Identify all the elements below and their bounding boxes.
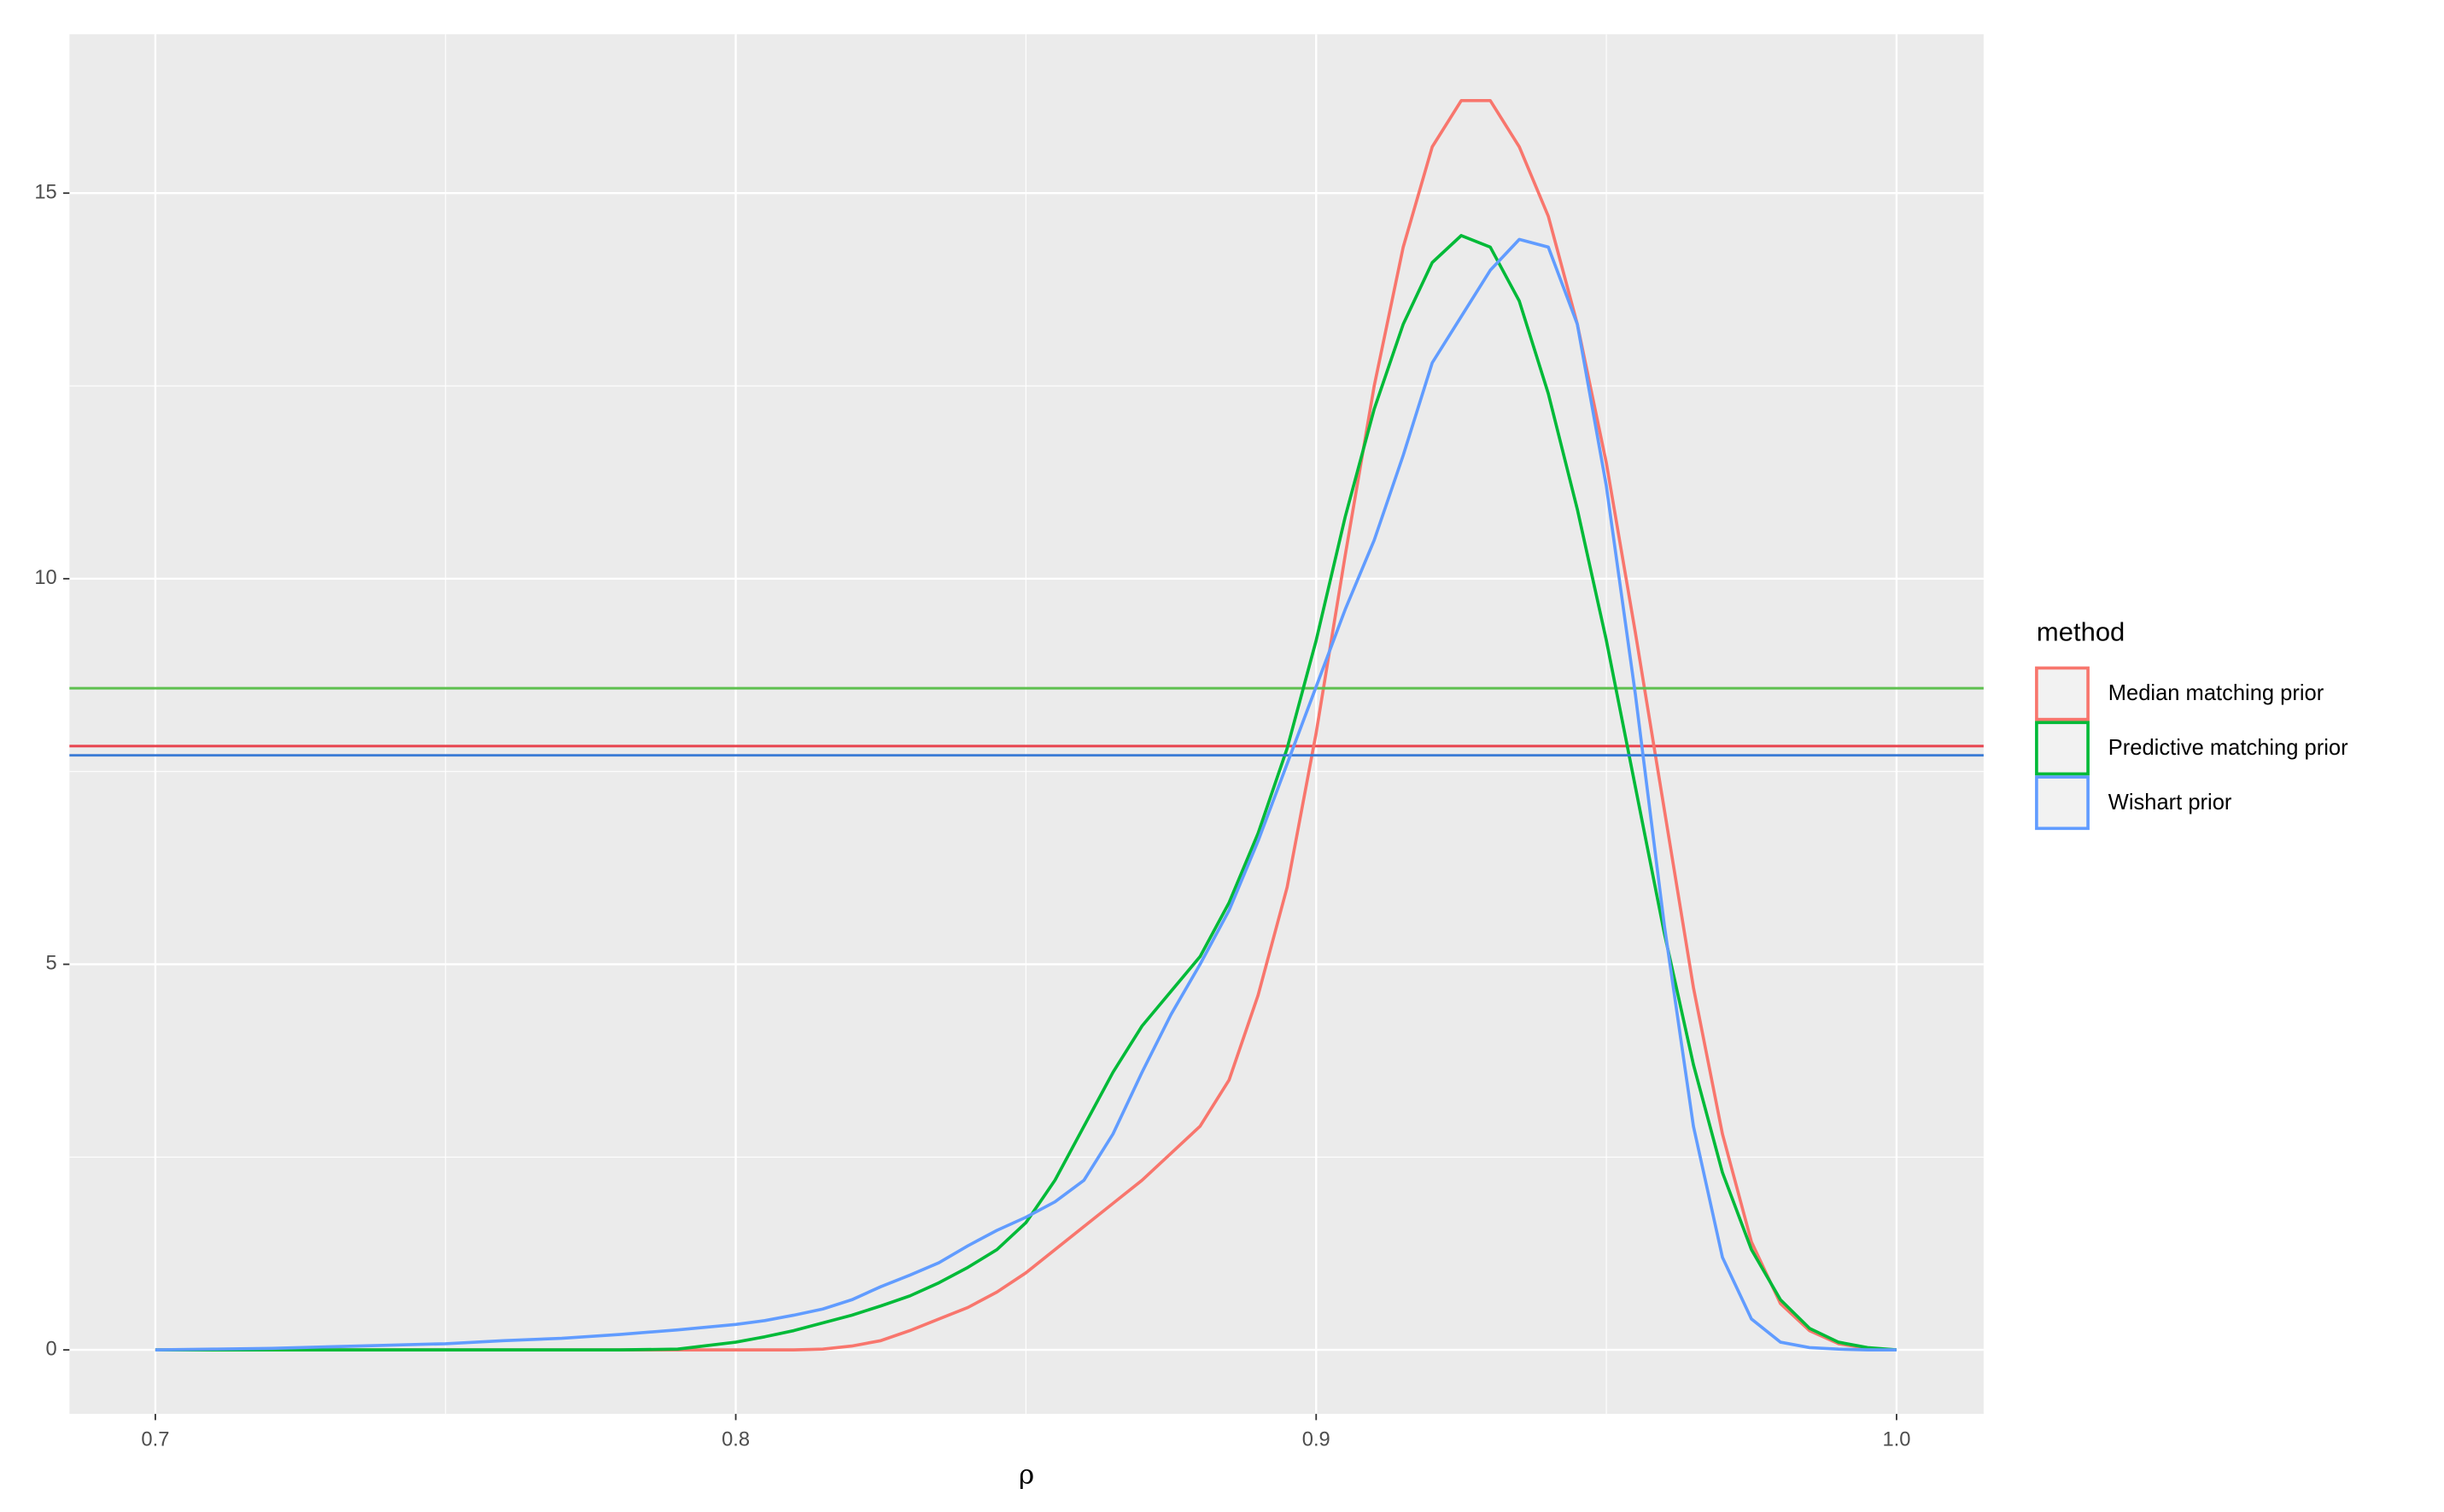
legend-label: Wishart prior bbox=[2108, 791, 2232, 814]
y-tick-label: 5 bbox=[46, 953, 57, 975]
x-axis-label: ρ bbox=[1019, 1460, 1034, 1491]
plot-panel bbox=[69, 34, 1984, 1415]
x-tick-label: 1.0 bbox=[1882, 1428, 1910, 1451]
legend-key bbox=[2035, 666, 2090, 721]
x-tick-label: 0.9 bbox=[1302, 1428, 1330, 1451]
density-line bbox=[155, 234, 1897, 1351]
y-tick-label: 15 bbox=[34, 181, 56, 203]
y-tick-label: 10 bbox=[34, 567, 56, 589]
legend-key bbox=[2035, 775, 2090, 831]
y-tick-label: 0 bbox=[46, 1338, 57, 1360]
legend-label: Median matching prior bbox=[2108, 681, 2324, 705]
legend-title: method bbox=[2037, 617, 2125, 647]
x-tick-label: 0.7 bbox=[141, 1428, 169, 1451]
legend-key bbox=[2035, 721, 2090, 776]
density-line bbox=[155, 237, 1897, 1351]
legend-label: Predictive matching prior bbox=[2108, 736, 2348, 760]
x-tick-label: 0.8 bbox=[722, 1428, 750, 1451]
